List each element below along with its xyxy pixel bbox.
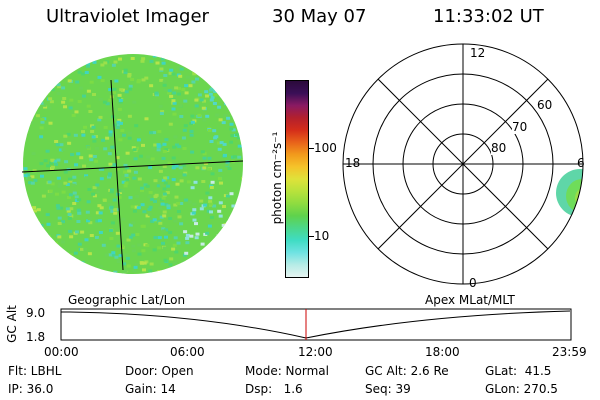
lat-label-70: 70 (512, 120, 528, 134)
mlt-label-18: 18 (345, 156, 361, 170)
timeline-x-tick-1800: 18:00 (425, 345, 460, 359)
timeline-x-tick-2359: 23:59 (552, 345, 587, 359)
colorbar-tick-mark-100 (309, 148, 314, 149)
status-glat: GLat: 41.5 (485, 364, 552, 378)
mlt-label-12: 12 (470, 46, 486, 60)
status-mode: Mode: Normal (245, 364, 329, 378)
timeline-x-tick-0000: 00:00 (44, 345, 79, 359)
timeline-left-label: Geographic Lat/Lon (68, 293, 186, 307)
lat-label-60: 60 (537, 98, 553, 112)
timeline-right-label: Apex MLat/MLT (425, 293, 515, 307)
colorbar-tick-mark-10 (309, 236, 314, 237)
polar-diagonal-2 (377, 78, 549, 250)
disk-background (23, 54, 243, 274)
status-seq: Seq: 39 (365, 382, 411, 396)
timeline-y-tick-bottom: 1.8 (26, 330, 46, 344)
status-ip: IP: 36.0 (8, 382, 54, 396)
status-gc-alt: GC Alt: 2.6 Re (365, 364, 449, 378)
mlt-label-0: 0 (469, 276, 477, 290)
timeline-frame (60, 308, 572, 341)
timeline-x-tick-0600: 06:00 (170, 345, 205, 359)
timeline-x-tick-1200: 12:00 (298, 345, 333, 359)
lat-label-80: 80 (491, 141, 507, 155)
time-label: 11:33:02 UT (433, 6, 544, 27)
altitude-curve (61, 310, 571, 339)
instrument-title: Ultraviolet Imager (46, 6, 209, 27)
timeline-y-tick-top: 9.0 (26, 306, 46, 320)
status-dsp: Dsp: 1.6 (245, 382, 303, 396)
date-label: 30 May 07 (272, 6, 367, 27)
status-door: Door: Open (125, 364, 194, 378)
geo-grid-line-vertical (110, 79, 124, 271)
status-flt: Flt: LBHL (8, 364, 62, 378)
status-gain: Gain: 14 (125, 382, 176, 396)
colorbar-tick-100: 100 (314, 141, 337, 155)
colorbar-tick-10: 10 (314, 229, 330, 243)
status-glon: GLon: 270.5 (485, 382, 558, 396)
geo-grid-line-horizontal (21, 160, 244, 173)
colorbar (285, 80, 309, 278)
mlt-label-6: 6 (577, 156, 585, 170)
